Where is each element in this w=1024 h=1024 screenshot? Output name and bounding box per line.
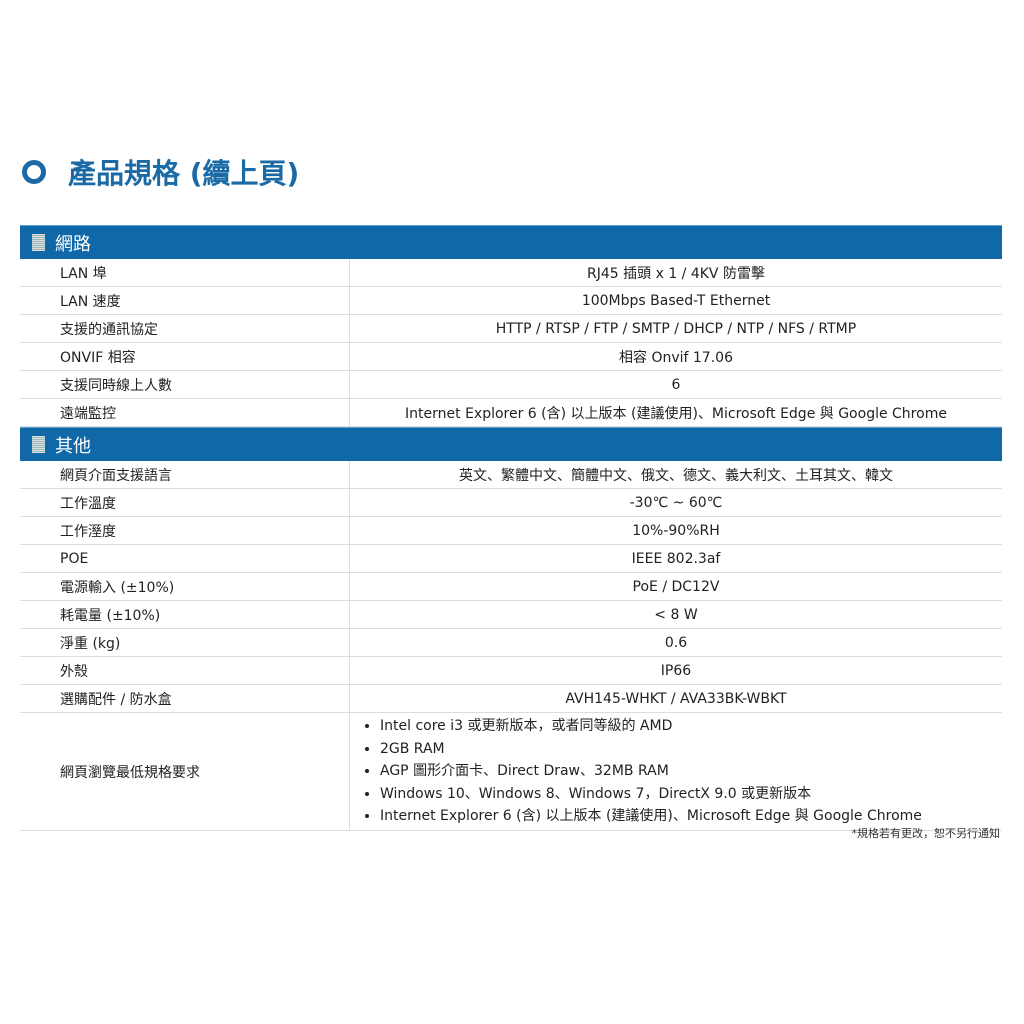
spec-label: 選購配件 / 防水盒 <box>20 685 350 712</box>
table-row: 外殼 IP66 <box>20 657 1002 685</box>
section-square-icon <box>32 234 45 251</box>
spec-label: 網頁瀏覽最低規格要求 <box>20 713 350 830</box>
requirement-item: Internet Explorer 6 (含) 以上版本 (建議使用)、Micr… <box>380 805 1002 828</box>
spec-label: 外殼 <box>20 657 350 684</box>
spec-value: 英文、繁體中文、簡體中文、俄文、德文、義大利文、土耳其文、韓文 <box>459 467 893 484</box>
requirement-item: 2GB RAM <box>380 738 1002 761</box>
table-row-browser-requirements: 網頁瀏覽最低規格要求Intel core i3 或更新版本，或者同等級的 AMD… <box>20 713 1002 831</box>
table-row: 電源輸入 (±10%) PoE / DC12V <box>20 573 1002 601</box>
spec-label: 工作溼度 <box>20 517 350 544</box>
spec-value: -30℃ ~ 60℃ <box>629 494 723 511</box>
spec-label: 工作溫度 <box>20 489 350 516</box>
spec-value: 0.6 <box>664 634 688 651</box>
spec-value: 相容 Onvif 17.06 <box>619 349 733 366</box>
footnote: *規格若有更改，恕不另行通知 <box>851 827 1001 840</box>
circle-bullet-icon <box>22 160 46 184</box>
table-row: 工作溼度 10%-90%RH <box>20 517 1002 545</box>
spec-value: 6 <box>671 376 681 393</box>
requirement-item: Intel core i3 或更新版本，或者同等級的 AMD <box>380 715 1002 738</box>
section-title: 網路 <box>55 233 91 255</box>
spec-value: RJ45 插頭 x 1 / 4KV 防雷擊 <box>587 265 765 282</box>
spec-value: Intel core i3 或更新版本，或者同等級的 AMD2GB RAMAGP… <box>350 715 1002 828</box>
table-row: 工作溫度 -30℃ ~ 60℃ <box>20 489 1002 517</box>
section-title: 其他 <box>55 435 91 457</box>
section-header: 網路 <box>20 225 1002 259</box>
spec-value: PoE / DC12V <box>632 578 720 595</box>
spec-value: IEEE 802.3af <box>631 550 721 567</box>
section-square-icon <box>32 436 45 453</box>
spec-label: 遠端監控 <box>20 399 350 426</box>
spec-label: 耗電量 (±10%) <box>20 601 350 628</box>
table-row: 支援同時線上人數 6 <box>20 371 1002 399</box>
section-header: 其他 <box>20 427 1002 461</box>
spec-label: 淨重 (kg) <box>20 629 350 656</box>
spec-value: 10%-90%RH <box>632 522 720 539</box>
spec-value: < 8 W <box>654 606 698 623</box>
table-row: ONVIF 相容 相容 Onvif 17.06 <box>20 343 1002 371</box>
title-text: 產品規格 (續上頁) <box>68 157 300 190</box>
table-row: 網頁介面支援語言 英文、繁體中文、簡體中文、俄文、德文、義大利文、土耳其文、韓文 <box>20 461 1002 489</box>
table-row: 支援的通訊協定 HTTP / RTSP / FTP / SMTP / DHCP /… <box>20 315 1002 343</box>
spec-value: 100Mbps Based-T Ethernet <box>581 292 771 309</box>
requirement-item: AGP 圖形介面卡、Direct Draw、32MB RAM <box>380 760 1002 783</box>
table-row: POE IEEE 802.3af <box>20 545 1002 573</box>
table-row: 淨重 (kg) 0.6 <box>20 629 1002 657</box>
spec-value: Internet Explorer 6 (含) 以上版本 (建議使用)、Micr… <box>405 405 947 422</box>
spec-value: AVH145-WHKT / AVA33BK-WBKT <box>565 690 787 707</box>
spec-label: 網頁介面支援語言 <box>20 461 350 488</box>
spec-label: POE <box>20 545 350 572</box>
table-row: 遠端監控 Internet Explorer 6 (含) 以上版本 (建議使用)、… <box>20 399 1002 427</box>
requirement-item: Windows 10、Windows 8、Windows 7，DirectX 9… <box>380 783 1002 806</box>
spec-table: 網路 LAN 埠 RJ45 插頭 x 1 / 4KV 防雷擊 LAN 速度 100Mbp… <box>20 225 1002 831</box>
table-row: LAN 埠 RJ45 插頭 x 1 / 4KV 防雷擊 <box>20 259 1002 287</box>
table-row: 耗電量 (±10%) < 8 W <box>20 601 1002 629</box>
spec-label: ONVIF 相容 <box>20 343 350 370</box>
spec-label: 支援同時線上人數 <box>20 371 350 398</box>
spec-value: HTTP / RTSP / FTP / SMTP / DHCP / NTP / … <box>495 320 857 337</box>
spec-label: 電源輸入 (±10%) <box>20 573 350 600</box>
spec-label: LAN 埠 <box>20 259 350 286</box>
page-title: 產品規格 (續上頁) <box>22 152 299 192</box>
table-row: 選購配件 / 防水盒 AVH145-WHKT / AVA33BK-WBKT <box>20 685 1002 713</box>
spec-value: IP66 <box>660 662 692 679</box>
spec-label: 支援的通訊協定 <box>20 315 350 342</box>
table-row: LAN 速度 100Mbps Based-T Ethernet <box>20 287 1002 315</box>
spec-label: LAN 速度 <box>20 287 350 314</box>
